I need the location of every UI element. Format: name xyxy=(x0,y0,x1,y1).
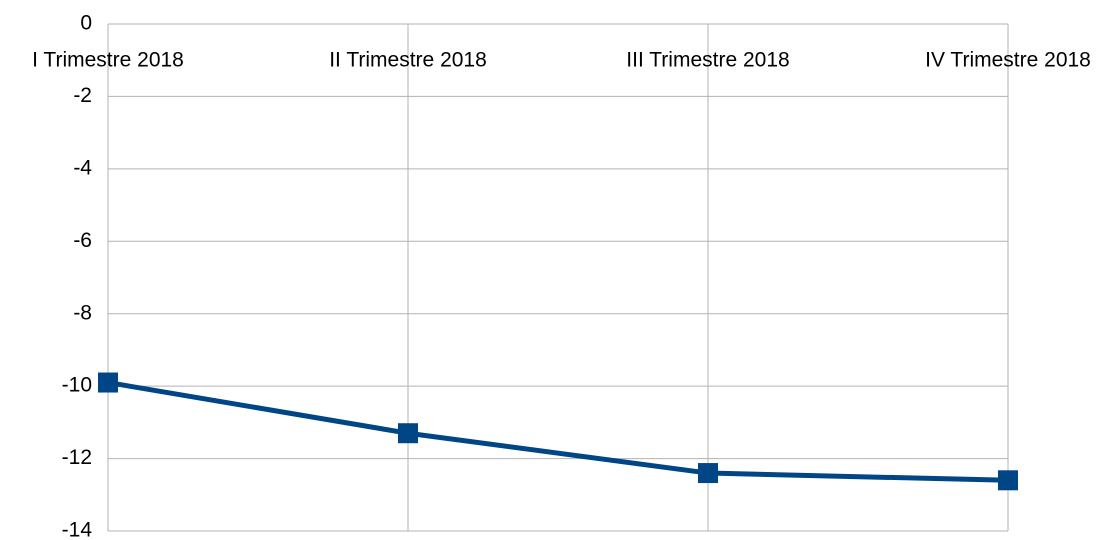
x-tick-label: I Trimestre 2018 xyxy=(32,49,184,72)
data-point xyxy=(998,470,1018,491)
y-tick-label: -8 xyxy=(73,301,92,324)
y-tick-label: -12 xyxy=(62,446,92,469)
y-tick-label: -2 xyxy=(73,84,92,107)
x-tick-label: II Trimestre 2018 xyxy=(329,49,487,72)
x-tick-label: III Trimestre 2018 xyxy=(626,49,789,72)
y-tick-label: 0 xyxy=(80,12,92,35)
data-point xyxy=(98,372,118,393)
y-tick-label: -14 xyxy=(62,519,93,540)
series-line xyxy=(107,380,1009,483)
x-tick-label: IV Trimestre 2018 xyxy=(925,49,1091,72)
y-tick-label: -6 xyxy=(73,229,92,252)
data-point xyxy=(698,463,718,484)
data-point xyxy=(398,423,418,444)
y-tick-label: -4 xyxy=(73,156,92,179)
y-tick-label: -10 xyxy=(62,374,92,397)
